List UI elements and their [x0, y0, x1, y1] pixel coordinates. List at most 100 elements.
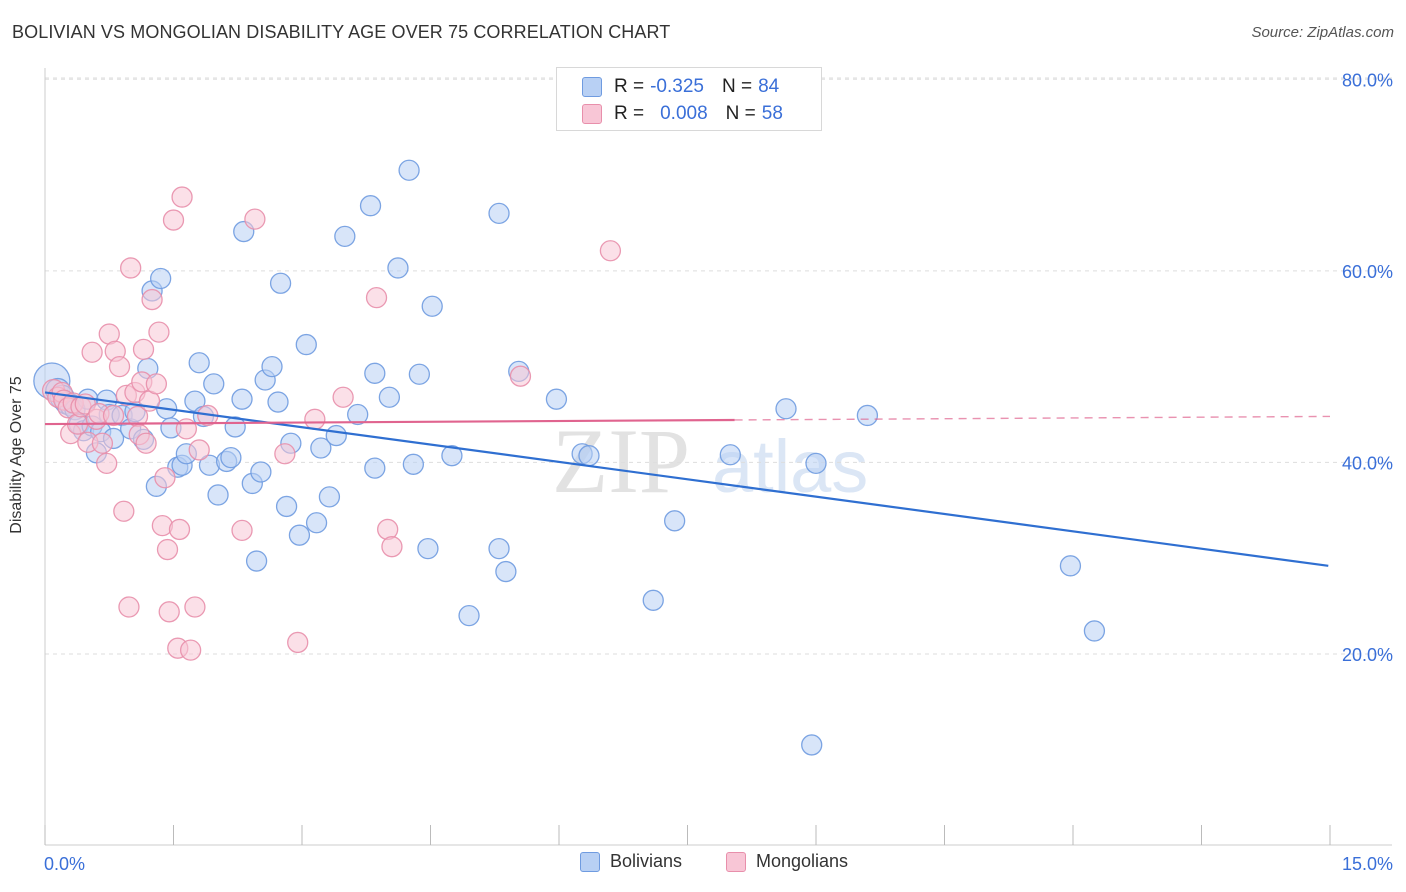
bolivian-point — [578, 445, 600, 467]
mongolian-point — [287, 631, 309, 654]
bolivian-point — [408, 363, 431, 385]
legend-r-label: R = — [614, 76, 645, 97]
mongolian-point — [231, 519, 253, 542]
mongolian-point — [188, 439, 210, 461]
bolivian-point — [378, 386, 401, 408]
bolivian-point — [269, 272, 292, 294]
mongolian-point — [304, 408, 326, 430]
mongolian-point — [274, 443, 296, 465]
mongolian-point — [102, 404, 125, 427]
bolivian-point — [719, 444, 741, 466]
bolivian-point — [310, 437, 332, 459]
bolivian-point — [261, 355, 283, 378]
y-tick-label: 40.0% — [1342, 453, 1393, 473]
bolivian-point — [642, 589, 664, 611]
bolivian-point — [1083, 620, 1106, 642]
mongolian-point — [509, 365, 532, 387]
legend-r-label: R = — [614, 103, 645, 124]
legend-n-value: 58 — [761, 103, 783, 124]
bolivian-point — [325, 424, 347, 447]
mongolian-point — [244, 208, 266, 230]
bolivian-point — [441, 445, 463, 467]
axes — [44, 68, 1392, 846]
mongolians-trend-line-extension — [734, 415, 1331, 421]
legend-r-value: -0.325 — [650, 76, 704, 97]
legend-swatch-bolivians — [580, 851, 600, 872]
x-tick-label: 0.0% — [44, 854, 85, 874]
mongolian-point — [381, 536, 403, 558]
correlation-legend: R = -0.325 N = 84 R = 0.008 N = 58 — [556, 67, 822, 131]
x-tick-label: 15.0% — [1342, 854, 1393, 874]
mongolian-point — [156, 538, 179, 561]
watermark-atlas: atlas — [712, 425, 868, 508]
mongolian-point — [118, 596, 140, 618]
bolivian-point — [318, 486, 341, 508]
mongolian-point — [158, 601, 180, 623]
mongolian-point — [113, 500, 135, 522]
bolivian-point — [203, 373, 225, 395]
bolivian-point — [488, 537, 510, 560]
mongolians-trend-line — [44, 418, 735, 426]
mongolian-point — [145, 373, 168, 395]
bolivian-point — [245, 550, 268, 572]
mongolian-point — [168, 518, 191, 541]
mongolian-point — [132, 338, 155, 361]
y-tick-labels: 20.0% 40.0% 60.0% 80.0% — [1342, 70, 1393, 665]
bolivian-point — [149, 267, 172, 290]
mongolian-point — [96, 452, 118, 474]
legend-n-label: N = — [725, 103, 756, 124]
bolivian-point — [359, 195, 382, 217]
mongolian-point — [148, 321, 170, 343]
legend-item-bolivians[interactable]: Bolivians — [580, 851, 682, 872]
bolivian-point — [334, 225, 356, 248]
bolivian-point — [458, 604, 480, 627]
bolivian-point — [775, 398, 797, 420]
mongolian-point — [162, 209, 185, 231]
bolivian-point — [305, 512, 328, 534]
bolivian-point — [402, 453, 425, 475]
legend-swatch-mongolians — [582, 104, 602, 124]
bolivian-point — [495, 560, 517, 583]
bolivian-point — [364, 457, 386, 479]
bolivian-point — [188, 352, 210, 374]
legend-swatch-bolivians — [582, 77, 602, 97]
bolivian-point — [387, 257, 409, 279]
bolivian-point — [805, 452, 827, 474]
legend-n-label: N = — [721, 76, 753, 97]
bolivian-point — [1059, 555, 1082, 577]
chart-title: BOLIVIAN VS MONGOLIAN DISABILITY AGE OVE… — [12, 22, 671, 42]
mongolians-points — [41, 186, 622, 661]
bolivian-point — [207, 484, 229, 506]
y-tick-label: 20.0% — [1342, 645, 1393, 665]
bolivian-point — [275, 495, 298, 518]
legend-label-mongolians: Mongolians — [756, 851, 849, 871]
mongolian-point — [91, 432, 114, 454]
bolivian-point — [421, 295, 443, 317]
y-axis-label: Disability Age Over 75 — [8, 376, 25, 534]
mongolian-point — [108, 355, 131, 378]
gridlines — [45, 77, 1392, 655]
bolivian-point — [250, 461, 272, 483]
y-tick-label: 80.0% — [1342, 70, 1393, 90]
legend-item-mongolians[interactable]: Mongolians — [726, 851, 848, 872]
mongolian-point — [154, 467, 176, 489]
x-tick-labels: 0.0% 15.0% — [44, 854, 1393, 874]
bolivian-point — [545, 388, 568, 410]
series-legend: Bolivians Mongolians — [0, 851, 1406, 877]
source-label: Source: ZipAtlas.com — [1251, 24, 1394, 41]
bolivian-point — [288, 524, 311, 546]
mongolian-point — [171, 186, 193, 208]
legend-n-value: 84 — [758, 76, 780, 97]
mongolian-point — [365, 286, 388, 309]
y-tick-label: 60.0% — [1342, 262, 1393, 282]
mongolian-point — [141, 288, 163, 311]
bolivian-point — [295, 333, 317, 356]
bolivian-point — [220, 446, 242, 469]
bolivian-point — [801, 734, 823, 756]
mongolian-point — [175, 418, 198, 440]
legend-label-bolivians: Bolivians — [610, 851, 683, 871]
watermark-zip: ZIP — [552, 410, 690, 512]
bolivian-point — [231, 388, 253, 410]
bolivian-point — [364, 362, 386, 384]
